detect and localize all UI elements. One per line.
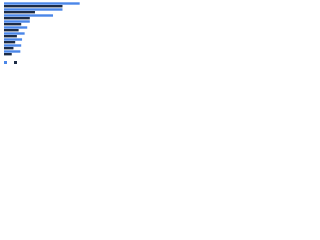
bar xyxy=(4,26,28,29)
bar xyxy=(4,2,80,5)
bar xyxy=(4,44,22,47)
page: (() => { const data = JSON.parse(documen… xyxy=(0,0,320,71)
bar xyxy=(4,35,17,38)
bar xyxy=(4,20,30,23)
bar xyxy=(4,29,19,32)
bar xyxy=(4,14,54,17)
bar xyxy=(4,38,23,41)
chart xyxy=(4,2,80,64)
bar xyxy=(4,17,30,20)
bar xyxy=(4,5,63,8)
bar xyxy=(4,41,16,44)
bar xyxy=(4,53,12,56)
bar xyxy=(4,11,35,14)
legend-swatch xyxy=(4,61,7,64)
bar xyxy=(4,32,25,35)
bar xyxy=(4,50,21,53)
legend-swatch xyxy=(14,61,17,64)
bar xyxy=(4,8,63,11)
bar xyxy=(4,23,22,26)
bar xyxy=(4,47,14,50)
